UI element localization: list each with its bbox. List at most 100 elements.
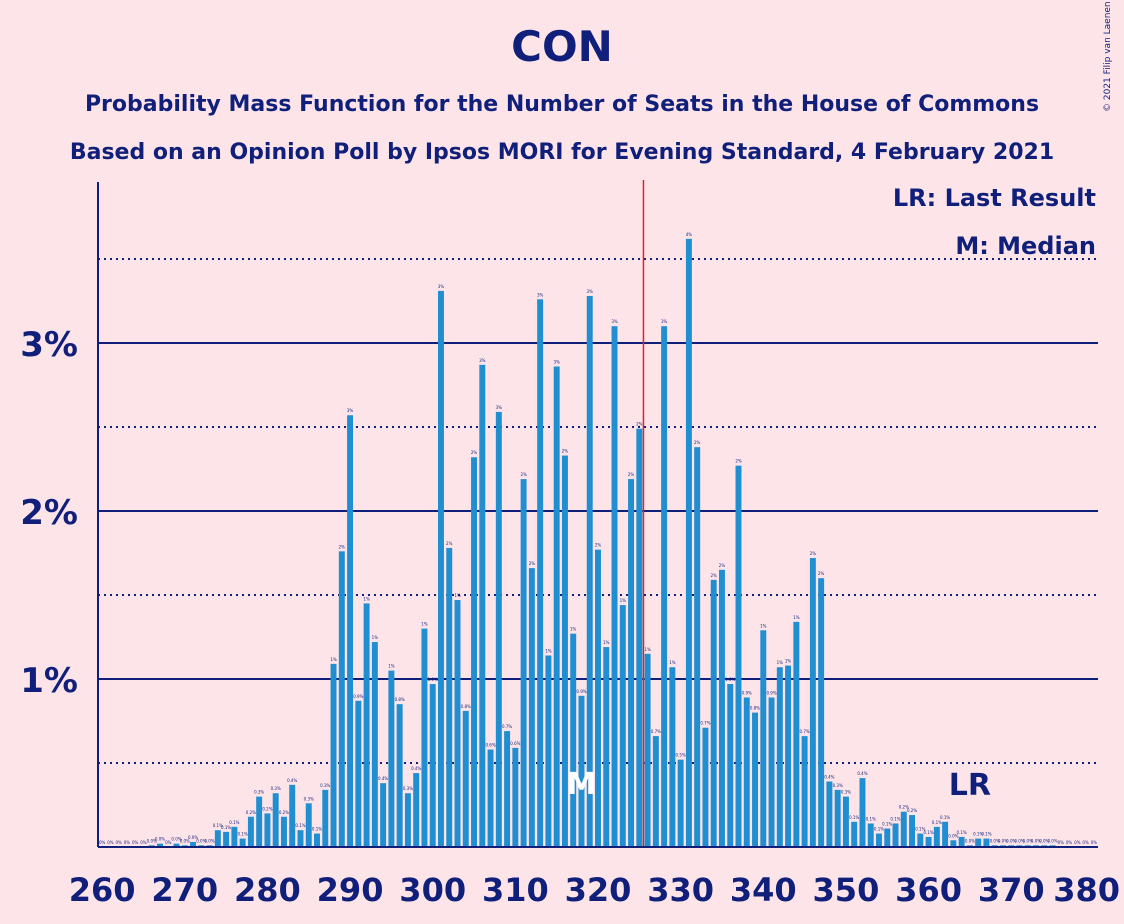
x-tick-label-370: 370 xyxy=(978,871,1045,909)
bar-339 xyxy=(752,712,758,847)
bar-308 xyxy=(495,411,502,847)
bar-label-355: 0.1% xyxy=(882,822,892,827)
bar-label-363: 0.0% xyxy=(948,833,958,838)
bar-334 xyxy=(710,579,717,847)
bar-354 xyxy=(876,833,882,847)
markers: M LR xyxy=(567,180,991,847)
bar-label-367: 0.1% xyxy=(981,832,991,837)
x-tick-label-280: 280 xyxy=(234,871,301,909)
legend-median: M: Median xyxy=(955,232,1096,260)
axes: 1% 2% 3% 260 270 280 290 300 310 320 330 340 350 360 3… xyxy=(20,182,1120,909)
bar-291 xyxy=(355,700,362,847)
bar-label-361: 0.1% xyxy=(932,820,942,825)
bar-label-286: 0.1% xyxy=(312,827,322,832)
bar-326 xyxy=(644,653,651,847)
bar-279 xyxy=(256,796,263,847)
bar-label-264: 0% xyxy=(132,840,139,845)
x-tick-label-360: 360 xyxy=(895,871,962,909)
bar-label-304: 0.8% xyxy=(461,704,471,709)
bar-label-277: 0.1% xyxy=(238,832,248,837)
bar-label-346: 2% xyxy=(810,551,817,556)
bar-317 xyxy=(570,633,577,847)
bar-label-303: 1% xyxy=(454,593,461,598)
bar-label-319: 3% xyxy=(587,289,594,294)
bar-label-300: 1.0% xyxy=(428,677,438,682)
bar-295 xyxy=(388,670,395,847)
bar-label-311: 2% xyxy=(520,472,527,477)
bar-338 xyxy=(743,697,750,847)
bar-label-332: 2% xyxy=(694,440,701,445)
bar-313 xyxy=(537,299,544,847)
bar-label-273: 0.0% xyxy=(204,838,214,843)
bar-label-283: 0.4% xyxy=(287,778,297,783)
bar-label-340: 1% xyxy=(760,623,767,628)
bar-303 xyxy=(454,600,461,847)
bar-label-298: 0.4% xyxy=(411,766,421,771)
bar-271 xyxy=(190,841,197,847)
bar-label-352: 0.4% xyxy=(857,771,867,776)
y-tick-label-1: 1% xyxy=(20,661,78,701)
x-tick-label-380: 380 xyxy=(1053,871,1120,909)
bar-328 xyxy=(661,326,668,847)
bar-label-349: 0.3% xyxy=(833,783,843,788)
bar-label-278: 0.2% xyxy=(246,810,256,815)
bar-label-312: 2% xyxy=(529,561,536,566)
chart-subtitle-line-2: Based on an Opinion Poll by Ipsos MORI f… xyxy=(69,140,1055,165)
x-tick-label-350: 350 xyxy=(813,871,880,909)
bar-label-364: 0.1% xyxy=(957,830,967,835)
bar-label-334: 2% xyxy=(711,573,718,578)
bar-label-285: 0.3% xyxy=(304,796,314,801)
bar-label-279: 0.3% xyxy=(254,790,264,795)
bar-label-299: 1% xyxy=(421,622,428,627)
bar-label-272: 0.0% xyxy=(196,838,206,843)
bar-355 xyxy=(884,828,891,847)
bar-287 xyxy=(322,789,329,847)
bar-277 xyxy=(239,838,246,847)
bar-361 xyxy=(933,826,940,847)
bar-275 xyxy=(223,831,230,847)
bar-label-320: 2% xyxy=(595,543,602,548)
bar-333 xyxy=(702,727,709,847)
bar-284 xyxy=(297,830,304,847)
bar-350 xyxy=(842,796,849,847)
bar-282 xyxy=(280,816,287,847)
bar-289 xyxy=(338,551,345,847)
bar-305 xyxy=(471,457,478,847)
x-tick-label-320: 320 xyxy=(565,871,632,909)
bar-label-321: 1% xyxy=(603,640,610,645)
bar-293 xyxy=(371,642,378,847)
bar-label-378: 0% xyxy=(1074,840,1081,845)
bar-label-380: 0% xyxy=(1091,840,1098,845)
bar-label-353: 0.1% xyxy=(866,816,876,821)
bar-label-333: 0.7% xyxy=(700,721,710,726)
bar-label-358: 0.2% xyxy=(907,808,917,813)
bar-label-317: 1% xyxy=(570,627,577,632)
bar-335 xyxy=(718,569,725,847)
bar-label-372: 0.0% xyxy=(1023,838,1033,843)
bar-306 xyxy=(479,364,486,847)
y-tick-label-3: 3% xyxy=(20,325,78,365)
bar-358 xyxy=(909,815,916,847)
x-tick-label-300: 300 xyxy=(399,871,466,909)
bar-label-366: 0.1% xyxy=(973,832,983,837)
bar-label-290: 3% xyxy=(347,408,354,413)
bar-294 xyxy=(380,783,387,847)
bar-label-297: 0.3% xyxy=(403,786,413,791)
bar-290 xyxy=(347,415,354,847)
bar-276 xyxy=(231,826,238,847)
bars: 0% 0% 0% 0% 0% 0% 0.0%0.0%0%0.0%0.0%0.0%0.0%0.… xyxy=(99,232,1098,848)
bar-323 xyxy=(619,605,626,847)
bar-label-359: 0.1% xyxy=(915,827,925,832)
bar-label-309: 0.7% xyxy=(502,724,512,729)
bar-label-323: 1% xyxy=(620,598,627,603)
bar-322 xyxy=(611,326,618,847)
bar-347 xyxy=(818,578,825,847)
x-tick-label-310: 310 xyxy=(482,871,549,909)
bar-label-275: 0.1% xyxy=(221,825,231,830)
bar-299 xyxy=(421,628,428,847)
bar-label-310: 0.6% xyxy=(510,741,520,746)
bar-label-281: 0.3% xyxy=(271,786,281,791)
bar-298 xyxy=(413,773,420,847)
bar-label-327: 0.7% xyxy=(651,729,661,734)
bar-label-292: 1% xyxy=(363,596,370,601)
